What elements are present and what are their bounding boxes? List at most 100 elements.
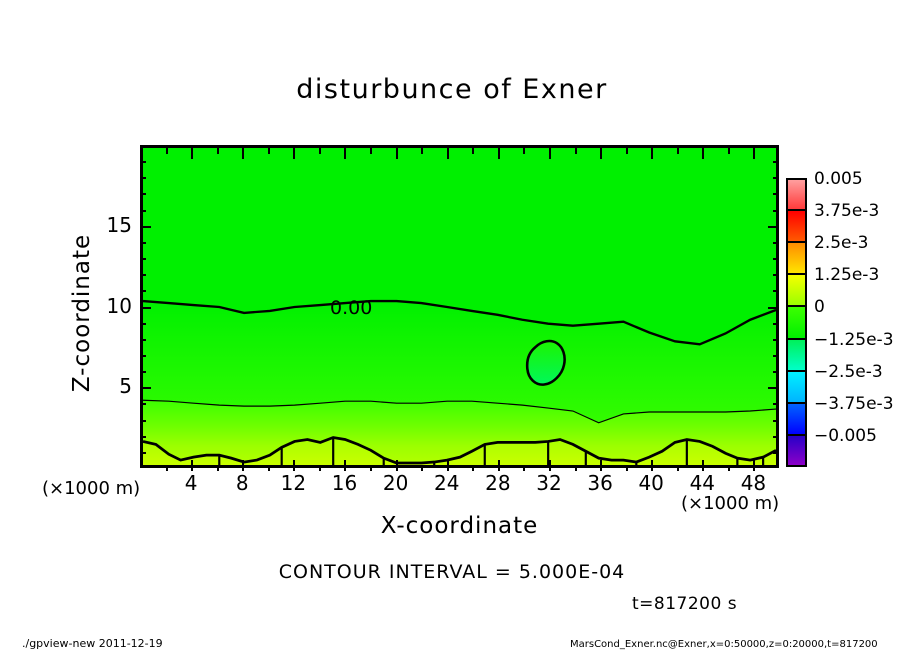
x-tick-label-40: 40 — [638, 471, 664, 495]
y-tick-2 — [140, 435, 146, 438]
contour-line-zero — [143, 299, 776, 346]
x-tick-2 — [165, 465, 168, 471]
y-tick-right-8 — [773, 338, 779, 341]
colorbar-band-2[interactable] — [786, 242, 807, 275]
colorbar-band-4[interactable] — [786, 306, 807, 339]
x-tick-12 — [293, 460, 296, 471]
colorbar[interactable] — [786, 178, 807, 467]
x-tick-top-30 — [523, 148, 526, 154]
y-tick-right-4 — [773, 403, 779, 406]
y-tick-12 — [140, 274, 146, 277]
y-tick-11 — [140, 290, 146, 293]
x-tick-top-10 — [267, 148, 270, 154]
x-tick-label-32: 32 — [536, 471, 562, 495]
x-tick-top-4 — [191, 148, 194, 159]
colorbar-band-5[interactable] — [786, 338, 807, 371]
contour-plot-area[interactable] — [140, 145, 779, 468]
colorbar-band-6[interactable] — [786, 370, 807, 403]
x-tick-label-36: 36 — [587, 471, 613, 495]
x-tick-26 — [472, 465, 475, 471]
y-tick-right-11 — [773, 290, 779, 293]
x-axis-ticks — [140, 457, 779, 471]
x-unit-right-label: (×1000 m) — [681, 493, 780, 514]
x-tick-top-22 — [421, 148, 424, 154]
y-tick-label-15: 15 — [106, 212, 132, 237]
x-tick-20 — [395, 460, 398, 471]
x-tick-32 — [548, 460, 551, 471]
y-tick-right-6 — [773, 371, 779, 374]
colorbar-label-7: −3.75e-3 — [814, 393, 894, 414]
x-tick-top-18 — [370, 148, 373, 154]
y-tick-17 — [140, 193, 146, 196]
contour-label-zero: 0.00 — [330, 297, 373, 319]
contour-line-closed — [525, 339, 566, 386]
x-tick-top-36 — [600, 148, 603, 159]
y-tick-right-9 — [773, 322, 779, 325]
x-tick-4 — [191, 460, 194, 471]
y-tick-right-5 — [768, 387, 779, 390]
x-tick-top-44 — [702, 148, 705, 159]
x-tick-42 — [676, 465, 679, 471]
x-tick-label-12: 12 — [280, 471, 307, 495]
x-tick-16 — [344, 460, 347, 471]
x-tick-top-8 — [242, 148, 245, 159]
y-tick-6 — [140, 371, 146, 374]
x-tick-label-16: 16 — [331, 471, 358, 495]
y-tick-label-5: 5 — [119, 374, 132, 399]
colorbar-band-3[interactable] — [786, 274, 807, 307]
x-tick-46 — [727, 465, 730, 471]
colorbar-band-1[interactable] — [786, 210, 807, 243]
page-title: disturbunce of Exner — [296, 74, 608, 105]
y-tick-16 — [140, 209, 146, 212]
y-tick-right-1 — [773, 451, 779, 454]
timestamp-label: t=817200 s — [632, 594, 738, 614]
y-tick-label-10: 10 — [106, 293, 132, 318]
y-tick-labels: 5 10 15 — [72, 145, 132, 468]
y-tick-right-3 — [773, 419, 779, 422]
x-tick-6 — [216, 465, 219, 471]
x-tick-40 — [651, 460, 654, 471]
colorbar-label-0: 0.005 — [814, 169, 863, 189]
y-tick-7 — [140, 354, 146, 357]
contour-line-lower — [143, 399, 776, 424]
x-tick-10 — [267, 465, 270, 471]
y-axis-ticks — [140, 145, 154, 468]
field-closed-blob — [527, 341, 565, 385]
y-tick-19 — [140, 161, 146, 164]
colorbar-band-8[interactable] — [786, 434, 807, 467]
colorbar-band-7[interactable] — [786, 402, 807, 435]
y-tick-5 — [140, 387, 151, 390]
x-tick-top-2 — [165, 148, 168, 154]
y-tick-14 — [140, 241, 146, 244]
y-tick-right-15 — [768, 225, 779, 228]
x-tick-label-44: 44 — [689, 471, 716, 495]
x-tick-label-48: 48 — [740, 471, 767, 495]
surface-tick-marks — [218, 437, 765, 465]
x-tick-top-28 — [497, 148, 500, 159]
colorbar-band-0[interactable] — [786, 178, 807, 211]
x-tick-18 — [370, 465, 373, 471]
y-tick-right-14 — [773, 241, 779, 244]
x-tick-top-20 — [395, 148, 398, 159]
colorbar-label-4: 0 — [814, 297, 825, 318]
y-axis-ticks-right — [765, 145, 779, 468]
y-tick-15 — [140, 225, 151, 228]
y-tick-13 — [140, 258, 146, 261]
x-tick-top-46 — [727, 148, 730, 154]
contour-line-surface — [143, 436, 776, 465]
x-tick-24 — [446, 460, 449, 471]
x-tick-top-34 — [574, 148, 577, 154]
colorbar-label-1: 3.75e-3 — [814, 201, 880, 222]
x-tick-top-40 — [651, 148, 654, 159]
y-axis-title: Z-coordinate — [69, 233, 95, 393]
x-tick-8 — [242, 460, 245, 471]
contour-field-svg — [143, 148, 776, 465]
field-surface-band — [143, 437, 776, 465]
x-tick-label-8: 8 — [235, 471, 249, 495]
x-tick-top-26 — [472, 148, 475, 154]
y-tick-4 — [140, 403, 146, 406]
y-tick-right-13 — [773, 258, 779, 261]
colorbar-label-6: −2.5e-3 — [814, 361, 883, 382]
x-tick-28 — [497, 460, 500, 471]
y-tick-8 — [140, 338, 146, 341]
